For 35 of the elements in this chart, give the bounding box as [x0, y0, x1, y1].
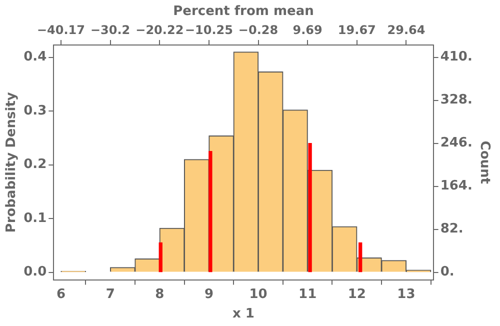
bar — [308, 142, 312, 272]
x-tick-label: 9 — [204, 286, 214, 302]
y-tick-label: 0.0 — [24, 264, 47, 280]
x2-tick-label: −10.25 — [184, 22, 233, 37]
x2-tick-label: −0.28 — [238, 22, 278, 37]
y2-tick-label: 0. — [440, 264, 454, 280]
x-tick-label: 10 — [249, 286, 268, 302]
bar — [208, 151, 212, 272]
y-tick-label: 0.4 — [24, 50, 47, 65]
y2-tick-label: 328. — [440, 92, 472, 108]
y-axis-title: Probability Density — [4, 92, 20, 233]
y2-tick-label: 164. — [440, 178, 472, 194]
x2-tick-label: −20.22 — [136, 22, 184, 37]
x2-tick-label: 29.64 — [387, 22, 426, 37]
x2-tick-label: 9.69 — [292, 22, 322, 37]
x2-tick-label: −40.17 — [36, 22, 86, 37]
x-axis-title: x 1 — [232, 306, 254, 322]
y2-axis-title: Count — [476, 140, 492, 184]
bar — [158, 242, 162, 272]
x-tick-label: 11 — [298, 286, 317, 302]
x2-axis-title: Percent from mean — [173, 4, 314, 20]
y-tick-label: 0.1 — [24, 210, 47, 226]
y2-tick-label: 82. — [440, 222, 464, 237]
y-tick-label: 0.2 — [24, 157, 47, 172]
x-tick-label: 7 — [106, 286, 115, 302]
x-tick-label: 13 — [397, 286, 416, 302]
y2-tick-label: 410. — [440, 50, 472, 65]
x-tick-label: 6 — [56, 286, 66, 302]
x-tick-label: 12 — [348, 286, 366, 302]
y2-tick-label: 246. — [440, 136, 472, 151]
bar — [358, 242, 362, 272]
x2-tick-label: −30.2 — [90, 22, 130, 37]
y-tick-label: 0.3 — [24, 103, 47, 118]
x-tick-label: 8 — [155, 286, 164, 302]
x2-tick-label: 19.67 — [338, 22, 376, 37]
